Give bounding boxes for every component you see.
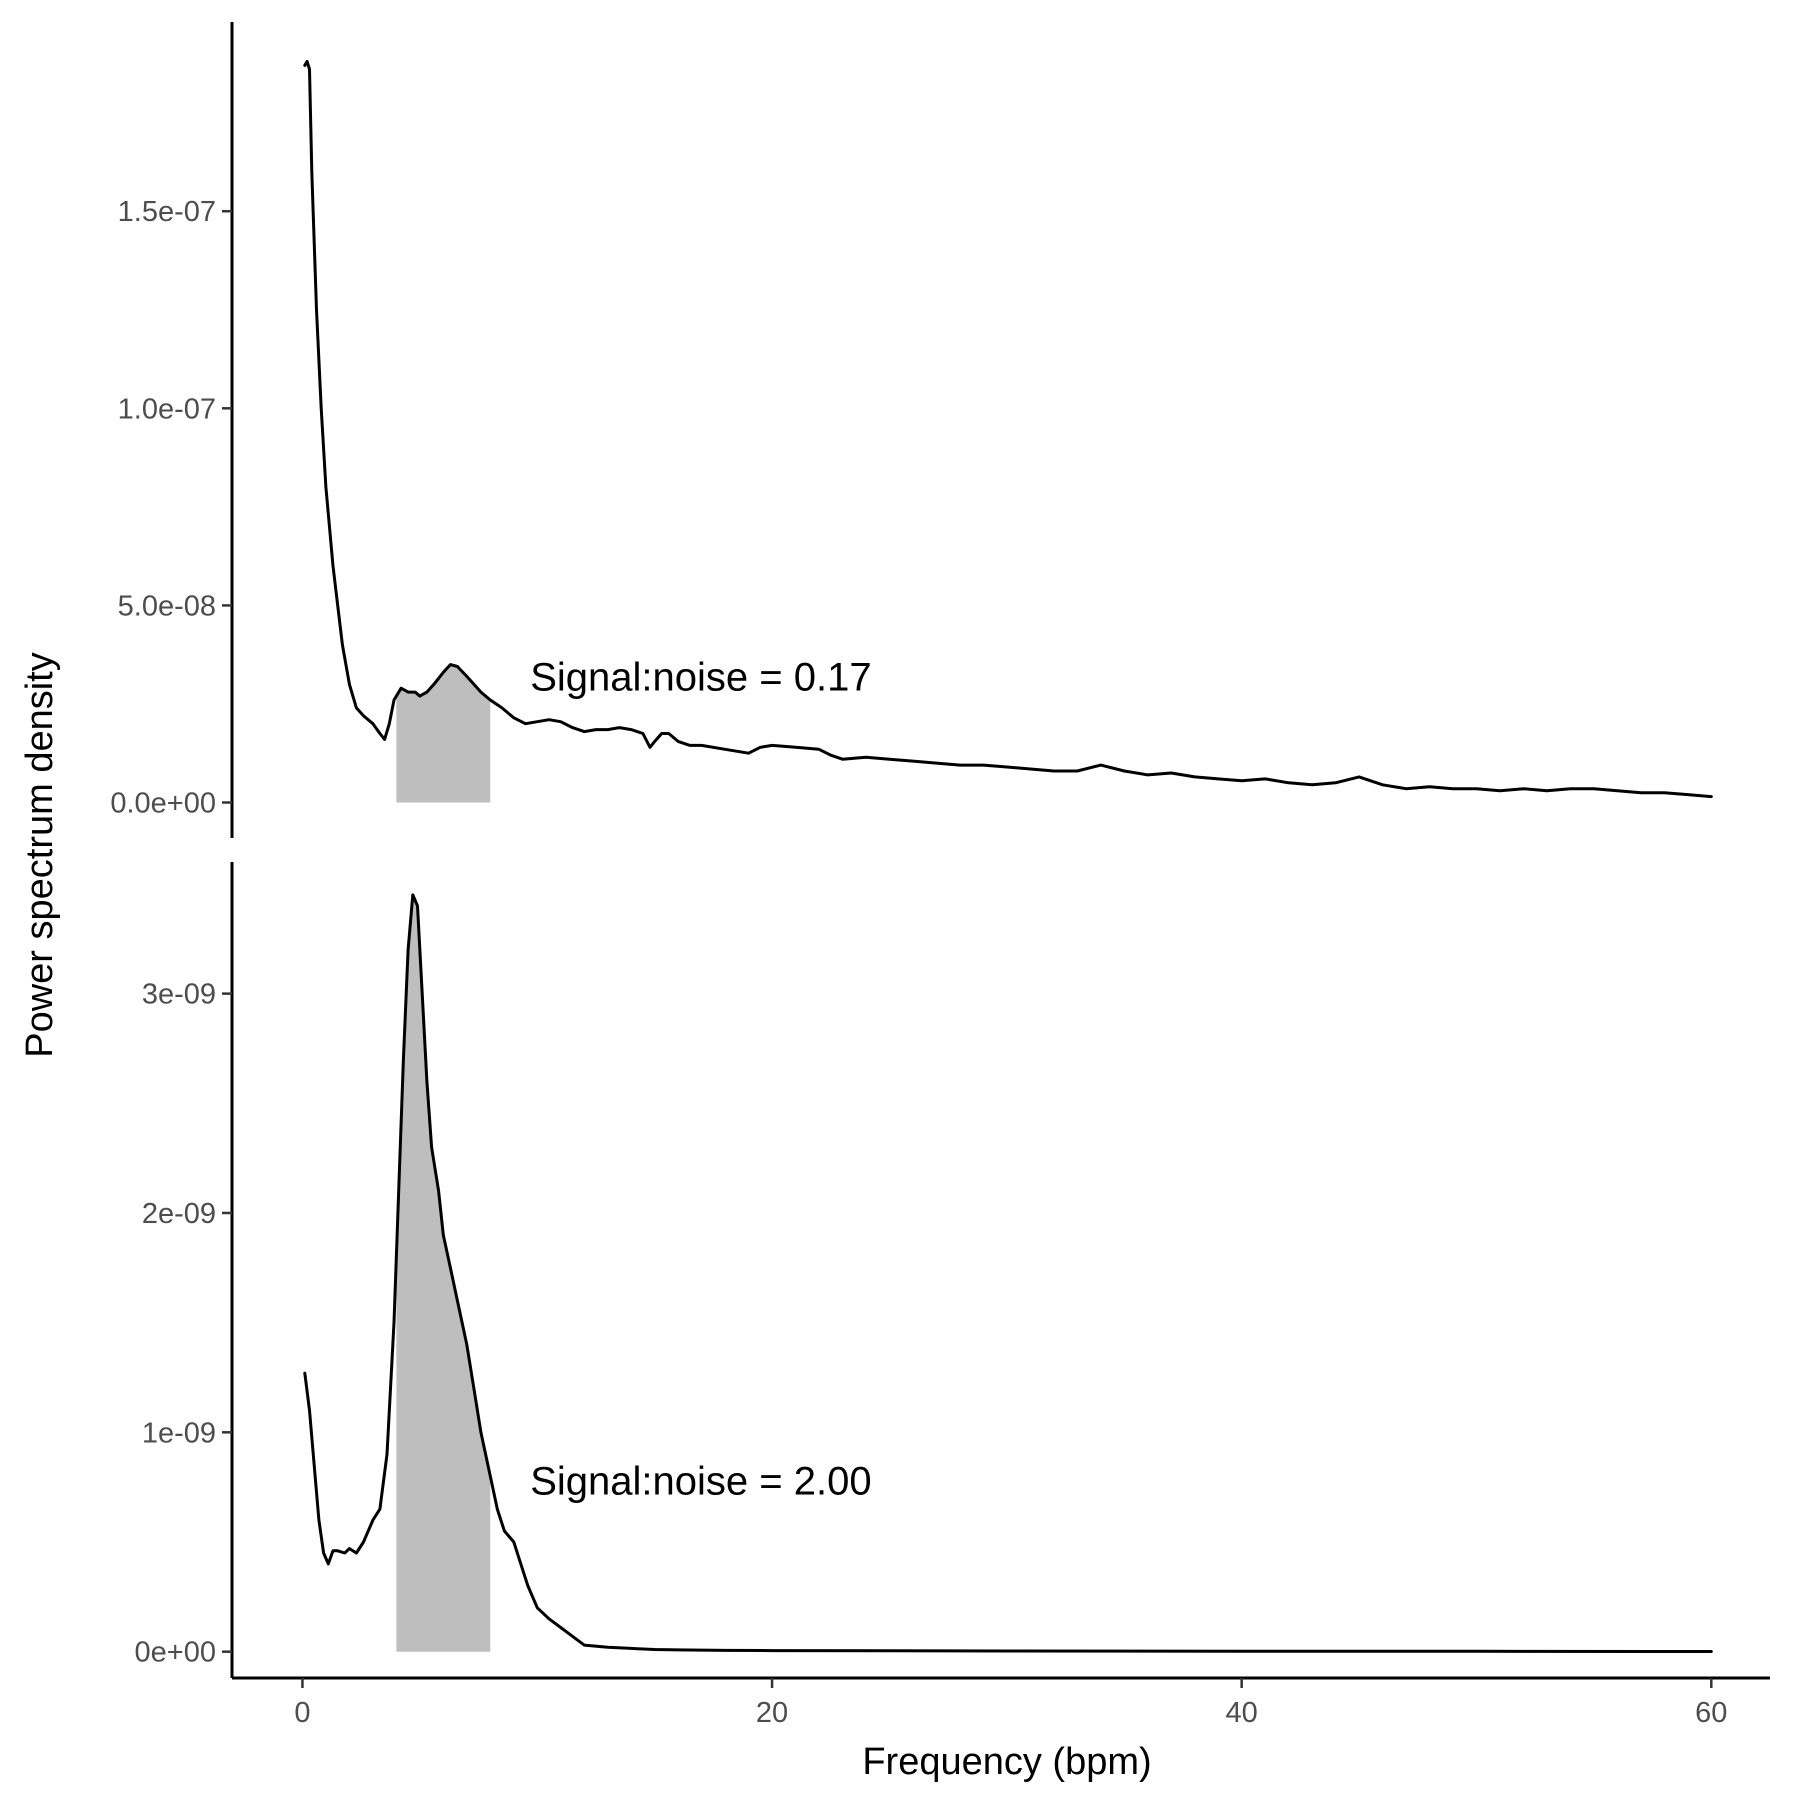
signal-band-top — [396, 664, 491, 803]
y-tick-label: 2e-09 — [142, 1198, 216, 1230]
x-axis-title: Frequency (bpm) — [862, 1741, 1151, 1783]
y-tick-label: 0.0e+00 — [110, 788, 216, 820]
x-tick-label: 40 — [1226, 1697, 1258, 1729]
y-tick-label: 0e+00 — [135, 1637, 216, 1669]
y-tick-label: 1.5e-07 — [118, 196, 216, 228]
x-tick-label: 0 — [294, 1697, 310, 1729]
x-axis: 0 20 40 60 — [232, 1676, 1770, 1729]
x-tick-label: 60 — [1695, 1697, 1727, 1729]
psd-line-bottom — [303, 893, 1713, 1653]
signal-band-bottom — [396, 894, 491, 1652]
psd-line-top — [303, 59, 1713, 799]
signal-noise-annotation: Signal:noise = 2.00 — [530, 1460, 871, 1504]
y-tick-label: 3e-09 — [142, 979, 216, 1011]
y-tick-label: 1e-09 — [142, 1417, 216, 1449]
y-tick-label: 5.0e-08 — [118, 590, 216, 622]
signal-noise-annotation: Signal:noise = 0.17 — [530, 655, 871, 699]
x-tick-label: 20 — [756, 1697, 788, 1729]
panel-bottom: 0e+00 1e-09 2e-09 3e-09 Signal:noise = 2.00 — [135, 862, 1713, 1678]
y-tick-label: 1.0e-07 — [118, 393, 216, 425]
panel-top: 0.0e+00 5.0e-08 1.0e-07 1.5e-07 Signal:noise… — [110, 22, 1713, 838]
y-axis-title: Power spectrum density — [19, 652, 61, 1058]
